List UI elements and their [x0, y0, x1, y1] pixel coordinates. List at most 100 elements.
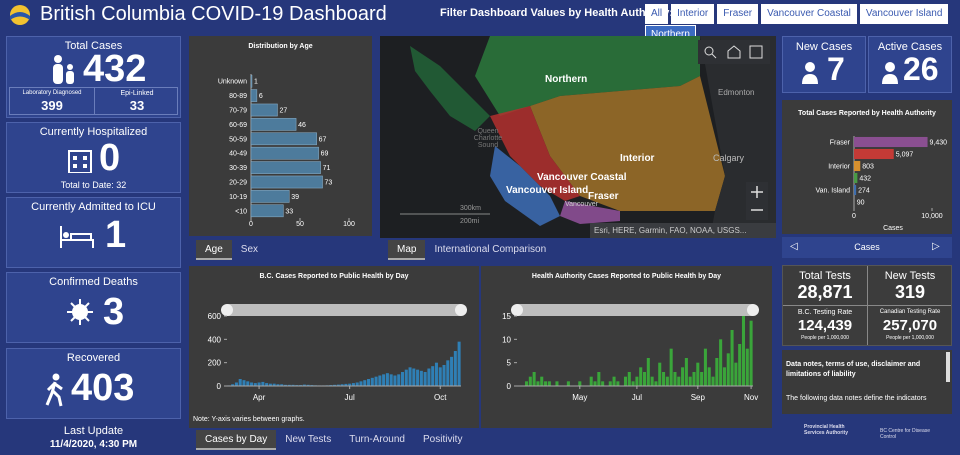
tab[interactable]: Positivity	[422, 434, 463, 445]
y-tick-label: 10-19	[229, 194, 247, 201]
hospital-icon	[68, 150, 92, 173]
notes-panel: Data notes, terms of use, disclaimer and…	[782, 350, 952, 414]
last-update: 11/4/2020, 4:30 PM	[49, 439, 138, 450]
bar	[265, 383, 269, 386]
logo-bccdc: BC Centre for Disease Control	[880, 428, 931, 440]
slider-handle[interactable]	[511, 304, 523, 316]
filter-button[interactable]: All	[645, 4, 669, 24]
tab[interactable]: Sex	[240, 244, 259, 255]
slider-handle[interactable]	[747, 304, 759, 316]
filter-button[interactable]: Fraser	[717, 4, 759, 24]
value-label: 9,430	[930, 140, 948, 147]
tab[interactable]: Cases by Day	[196, 430, 277, 450]
tab[interactable]: Turn-Around	[349, 434, 405, 445]
scrollbar[interactable]	[946, 352, 950, 382]
bar	[639, 367, 643, 386]
bar	[524, 381, 529, 386]
bar	[382, 374, 386, 386]
bar	[340, 384, 344, 386]
bc-rate-label: B.C. Testing Rate	[797, 309, 853, 316]
bar	[280, 384, 284, 386]
next-button[interactable]: ▷	[932, 241, 940, 252]
bar	[250, 161, 321, 174]
value-label: 33	[285, 208, 293, 215]
chart-title: B.C. Cases Reported to Public Health by …	[260, 273, 409, 280]
bar	[719, 339, 723, 386]
bar	[722, 367, 726, 386]
bar	[700, 372, 704, 386]
y-tick-label: Interior	[828, 164, 850, 171]
y-tick-label: 30-39	[229, 165, 247, 172]
x-tick-label: 0	[852, 213, 856, 220]
value: 26	[903, 51, 939, 87]
value: 1	[105, 214, 127, 256]
bar	[593, 381, 597, 386]
tests-card: Total Tests 28,871 New Tests 319 B.C. Te…	[782, 265, 952, 346]
bar	[673, 372, 677, 386]
zoom-controls[interactable]	[746, 182, 768, 220]
bar	[730, 330, 734, 386]
tab[interactable]: International Comparison	[434, 244, 547, 255]
slider-handle[interactable]	[455, 304, 467, 316]
value-label: 39	[291, 194, 299, 201]
bar	[692, 372, 696, 386]
bar	[635, 376, 639, 386]
bar	[250, 175, 323, 189]
x-tick-label: Nov	[744, 393, 758, 402]
people-icon	[53, 55, 74, 84]
breakdown: Laboratory Diagnosed 399 Epi-Linked 33	[9, 87, 178, 115]
bar	[238, 379, 242, 386]
bar	[250, 118, 297, 131]
value: 403	[71, 367, 135, 409]
filter-button[interactable]: Vancouver Island	[859, 4, 949, 24]
filter-button[interactable]: Interior	[671, 4, 715, 24]
y-tick-label: 40-49	[229, 151, 247, 158]
new-tests-value: 319	[894, 282, 926, 302]
scale-mi: 200mi	[460, 218, 480, 225]
y-tick-label: Fraser	[830, 140, 851, 147]
total-tests-label: Total Tests	[799, 270, 851, 282]
bar	[749, 320, 753, 386]
bar	[854, 160, 861, 172]
bar	[642, 372, 647, 386]
x-tick-label: Oct	[434, 393, 447, 402]
age-tabs: Age Sex	[196, 240, 267, 260]
lab-label: Laboratory Diagnosed	[22, 90, 82, 96]
bar	[566, 381, 570, 386]
bar	[250, 103, 278, 117]
bar	[707, 367, 711, 386]
total-tests-value: 28,871	[797, 282, 853, 302]
bar	[631, 381, 635, 386]
bar	[408, 367, 412, 386]
bar	[597, 372, 601, 386]
tab[interactable]: Map	[388, 240, 426, 260]
bar	[627, 372, 631, 386]
bar	[250, 89, 258, 102]
filter-button[interactable]: Vancouver Coastal	[761, 4, 857, 24]
y-tick-label: 0	[217, 382, 222, 391]
bar	[261, 381, 265, 386]
hospitalized-card: Currently Hospitalized 0 Total to Date: …	[6, 122, 181, 193]
slider-handle[interactable]	[221, 304, 233, 316]
prev-button[interactable]: ◁	[790, 241, 798, 252]
bar	[250, 382, 254, 386]
bar	[250, 132, 317, 146]
label: Recovered	[66, 352, 121, 364]
bottom-tabs: Cases by Day New Tests Turn-Around Positivi…	[196, 430, 471, 450]
x-tick-label: 50	[296, 221, 304, 228]
bar	[257, 382, 261, 386]
nav-label: Cases	[854, 242, 880, 252]
map-tools[interactable]	[698, 40, 770, 64]
value: 7	[827, 51, 845, 87]
bar	[283, 384, 288, 386]
value-label: 6	[259, 93, 263, 100]
tab[interactable]: Age	[196, 240, 232, 260]
label: Active Cases	[877, 41, 943, 53]
total-cases-card: Total Cases 432 Laboratory Diagnosed 399…	[6, 36, 181, 118]
tab[interactable]: New Tests	[285, 434, 332, 445]
bar	[302, 384, 306, 386]
bar	[431, 366, 435, 386]
value-label: 46	[298, 122, 306, 129]
bc-rate-value: 124,439	[797, 317, 853, 334]
bar	[854, 172, 858, 184]
